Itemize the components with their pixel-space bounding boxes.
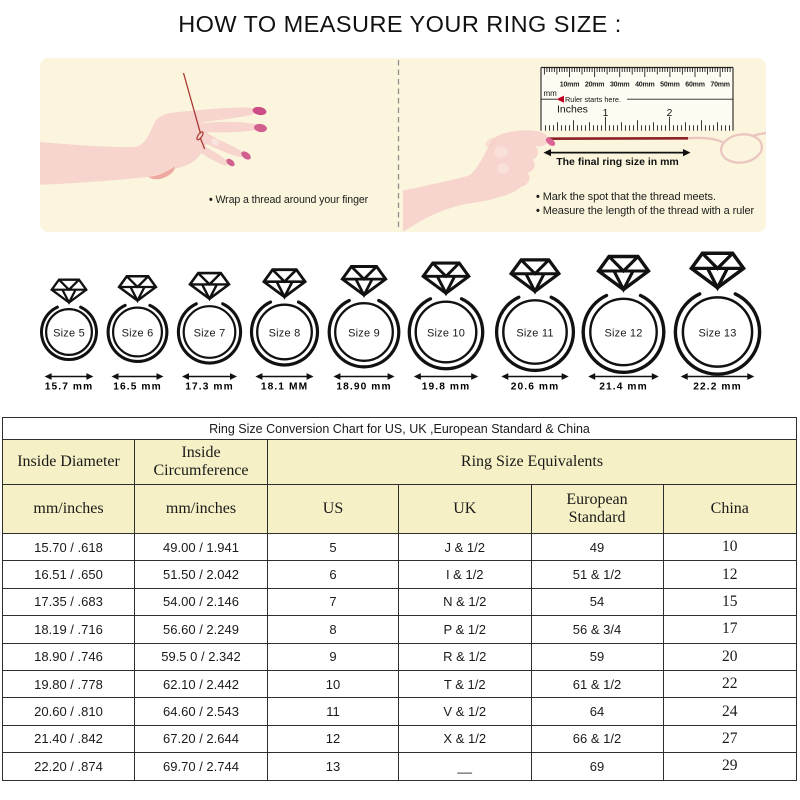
svg-text:Size 7: Size 7 bbox=[194, 328, 226, 340]
svg-text:Size 5: Size 5 bbox=[53, 328, 85, 340]
svg-text:20mm: 20mm bbox=[585, 82, 604, 89]
svg-text:40mm: 40mm bbox=[635, 82, 654, 89]
svg-text:30mm: 30mm bbox=[610, 82, 629, 89]
svg-text:60mm: 60mm bbox=[685, 82, 704, 89]
svg-text:16.5 mm: 16.5 mm bbox=[113, 382, 161, 393]
svg-text:Size 10: Size 10 bbox=[427, 328, 465, 340]
svg-text:15.7 mm: 15.7 mm bbox=[45, 382, 93, 393]
svg-text:Ruler starts here.: Ruler starts here. bbox=[565, 95, 621, 104]
svg-text:Size 8: Size 8 bbox=[269, 328, 301, 340]
svg-text:2: 2 bbox=[667, 108, 673, 119]
svg-text:10mm: 10mm bbox=[560, 82, 579, 89]
svg-text:Size 6: Size 6 bbox=[122, 328, 154, 340]
svg-text:70mm: 70mm bbox=[710, 82, 729, 89]
svg-text:19.8 mm: 19.8 mm bbox=[422, 382, 470, 393]
svg-text:50mm: 50mm bbox=[660, 82, 679, 89]
svg-text:Size 9: Size 9 bbox=[348, 328, 380, 340]
svg-text:18.90 mm: 18.90 mm bbox=[336, 382, 391, 393]
svg-text:mm: mm bbox=[544, 89, 558, 98]
svg-text:1: 1 bbox=[603, 108, 609, 119]
svg-text:Inches: Inches bbox=[557, 104, 588, 116]
svg-text:Size 12: Size 12 bbox=[604, 328, 642, 340]
svg-text:17.3 mm: 17.3 mm bbox=[185, 382, 233, 393]
svg-text:20.6 mm: 20.6 mm bbox=[511, 382, 559, 393]
svg-text:21.4 mm: 21.4 mm bbox=[599, 382, 647, 393]
svg-text:Size 11: Size 11 bbox=[516, 328, 553, 340]
svg-text:22.2 mm: 22.2 mm bbox=[693, 382, 741, 393]
svg-text:Size 13: Size 13 bbox=[698, 328, 736, 340]
svg-text:18.1 MM: 18.1 MM bbox=[261, 382, 308, 393]
